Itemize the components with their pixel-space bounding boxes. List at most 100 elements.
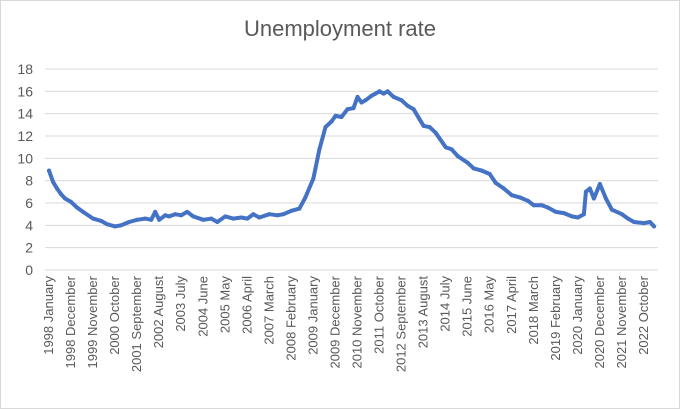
chart-title: Unemployment rate <box>244 16 436 41</box>
data-point <box>329 119 334 124</box>
x-tick-label: 2014 July <box>438 276 453 332</box>
data-point <box>539 203 544 208</box>
data-point <box>75 205 79 210</box>
x-tick-label: 2022 October <box>636 275 651 354</box>
data-point <box>591 196 596 201</box>
data-point <box>149 217 154 222</box>
data-point <box>587 186 592 191</box>
data-point <box>545 205 550 210</box>
data-point <box>581 212 586 217</box>
data-point <box>632 220 636 224</box>
series-line <box>47 89 656 229</box>
data-point <box>201 217 206 222</box>
data-point <box>239 215 244 220</box>
data-point <box>185 209 190 214</box>
x-tick-label: 2005 May <box>217 276 232 334</box>
data-point <box>303 195 308 200</box>
data-point <box>493 180 498 185</box>
y-tick-label: 8 <box>25 173 33 189</box>
x-tick-label: 2020 January <box>570 276 585 355</box>
data-point <box>373 91 378 96</box>
data-point <box>487 172 492 176</box>
y-tick-label: 14 <box>17 106 33 122</box>
x-tick-label: 2018 March <box>526 276 541 345</box>
data-point <box>583 189 588 194</box>
data-point <box>597 182 602 186</box>
data-point <box>333 113 338 118</box>
data-point <box>525 198 530 203</box>
x-tick-label: 2010 November <box>350 275 365 368</box>
data-point <box>553 209 558 214</box>
data-point <box>531 203 536 208</box>
data-point <box>465 160 470 165</box>
data-point <box>173 212 178 217</box>
x-tick-label: 1999 November <box>85 275 100 368</box>
data-point <box>257 215 262 220</box>
data-point <box>603 196 608 201</box>
data-point <box>345 107 350 112</box>
x-tick-label: 2012 September <box>394 275 409 372</box>
x-tick-label: 2016 May <box>482 276 497 334</box>
data-point <box>619 212 624 217</box>
data-point <box>99 218 104 223</box>
data-point <box>363 98 368 103</box>
data-point <box>209 216 214 221</box>
data-point <box>427 125 432 130</box>
data-point <box>311 176 316 181</box>
data-point <box>359 100 364 105</box>
data-point <box>351 106 356 111</box>
y-tick-label: 12 <box>17 128 33 144</box>
y-tick-label: 4 <box>25 217 33 233</box>
data-point <box>163 213 168 218</box>
data-point <box>399 98 404 103</box>
data-point <box>381 91 386 96</box>
data-point <box>417 117 422 122</box>
data-point <box>47 168 51 173</box>
y-tick-label: 18 <box>17 61 33 77</box>
data-point <box>153 209 158 214</box>
data-point <box>91 216 96 221</box>
x-tick-label: 2021 November <box>614 275 629 368</box>
data-point <box>517 195 522 200</box>
data-point <box>443 145 448 150</box>
data-point <box>561 211 566 216</box>
x-tick-label: 2004 June <box>195 276 210 337</box>
x-tick-label: 2000 October <box>107 275 122 354</box>
x-tick-label: 2006 April <box>239 276 254 334</box>
x-tick-label: 2015 June <box>460 276 475 337</box>
y-tick-label: 16 <box>17 83 33 99</box>
data-point <box>59 192 63 197</box>
data-point <box>281 212 286 217</box>
data-point <box>501 186 506 191</box>
x-tick-label: 2009 December <box>327 275 342 368</box>
y-tick-label: 2 <box>25 240 33 256</box>
data-point <box>626 216 630 221</box>
data-point <box>317 147 322 152</box>
x-tick-label: 2007 March <box>261 276 276 345</box>
data-point <box>135 217 140 222</box>
data-point <box>231 216 236 221</box>
data-point <box>245 216 250 221</box>
data-point <box>223 214 228 219</box>
x-tick-label: 2008 February <box>283 276 298 361</box>
data-point <box>377 89 382 94</box>
data-point <box>642 221 646 226</box>
x-tick-label: 2003 July <box>173 276 188 332</box>
data-point <box>421 123 426 128</box>
y-tick-label: 10 <box>17 150 33 166</box>
data-point <box>81 209 86 214</box>
data-point <box>471 166 476 171</box>
data-point <box>652 224 656 229</box>
data-point <box>391 94 396 99</box>
data-point <box>267 212 272 217</box>
x-tick-label: 2001 September <box>129 275 144 372</box>
data-point <box>55 186 59 191</box>
data-point <box>509 193 514 198</box>
x-tick-label: 1998 January <box>41 276 56 355</box>
data-point <box>191 214 196 219</box>
data-point <box>179 213 184 218</box>
data-point <box>569 214 574 219</box>
data-point <box>289 208 294 213</box>
